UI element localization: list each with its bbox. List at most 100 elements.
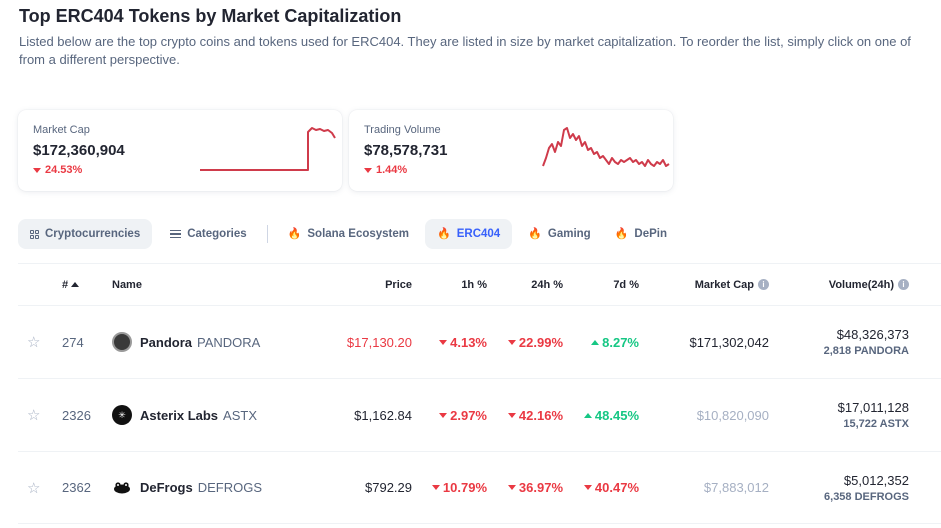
row-1h-value: 10.79% bbox=[442, 480, 487, 495]
watchlist-star-icon[interactable]: ☆ bbox=[27, 479, 41, 497]
caret-down-icon bbox=[33, 167, 41, 173]
list-icon bbox=[170, 229, 182, 239]
row-7d-change: 40.47% bbox=[583, 452, 639, 523]
header-1h[interactable]: 1h % bbox=[461, 278, 487, 291]
row-volume-usd[interactable]: $17,011,128 bbox=[837, 400, 909, 415]
table-row[interactable]: ☆ 2362 DeFrogs DEFROGS $792.29 10.79% 36… bbox=[18, 451, 941, 524]
watchlist-star-icon[interactable]: ☆ bbox=[27, 407, 41, 424]
info-icon[interactable]: i bbox=[758, 279, 769, 290]
row-24h-change: 36.97% bbox=[507, 452, 563, 523]
sort-asc-icon bbox=[71, 282, 80, 287]
trading-volume-card[interactable]: Trading Volume $78,578,731 1.44% bbox=[349, 110, 673, 191]
caret-down-icon bbox=[507, 412, 516, 418]
row-7d-change: 8.27% bbox=[591, 306, 639, 378]
row-24h-value: 22.99% bbox=[518, 334, 563, 350]
tab-cryptocurrencies[interactable]: Cryptocurrencies bbox=[18, 219, 153, 249]
trading-volume-change: 1.44% bbox=[364, 164, 407, 176]
header-24h[interactable]: 24h % bbox=[531, 278, 563, 291]
header-volume[interactable]: Volume(24h) i bbox=[829, 264, 909, 305]
fire-icon: 🔥 bbox=[614, 227, 629, 240]
market-cap-sparkline bbox=[200, 127, 336, 171]
tab-gaming[interactable]: 🔥 Gaming bbox=[516, 219, 603, 249]
header-rank-label: # bbox=[62, 278, 69, 291]
tab-divider bbox=[266, 225, 268, 243]
tab-erc404[interactable]: 🔥 ERC404 bbox=[425, 219, 513, 249]
caret-down-icon bbox=[507, 485, 516, 490]
caret-up-icon bbox=[591, 339, 600, 345]
row-volume: $5,012,352 6,358 DEFROGS bbox=[824, 452, 909, 523]
trading-volume-label: Trading Volume bbox=[364, 124, 441, 136]
grid-icon bbox=[30, 229, 39, 239]
fire-icon: 🔥 bbox=[437, 227, 451, 240]
row-volume-usd[interactable]: $48,326,373 bbox=[836, 327, 909, 342]
header-volume-label: Volume(24h) bbox=[828, 278, 894, 291]
row-market-cap: $7,883,012 bbox=[703, 480, 769, 495]
header-market-cap-label: Market Cap bbox=[694, 278, 754, 291]
trading-volume-sparkline bbox=[542, 127, 670, 167]
coin-symbol: PANDORA bbox=[197, 334, 261, 350]
tab-label: Cryptocurrencies bbox=[45, 228, 141, 240]
caret-down-icon bbox=[364, 167, 372, 173]
header-7d[interactable]: 7d % bbox=[613, 278, 639, 291]
caret-down-icon bbox=[439, 412, 448, 418]
tab-depin[interactable]: 🔥 DePin bbox=[603, 219, 679, 249]
row-volume: $48,326,373 2,818 PANDORA bbox=[824, 306, 909, 378]
market-cap-card[interactable]: Market Cap $172,360,904 24.53% bbox=[18, 110, 342, 191]
coin-symbol: ASTX bbox=[223, 407, 258, 423]
fire-icon: 🔥 bbox=[287, 227, 302, 240]
trading-volume-change-value: 1.44% bbox=[376, 164, 408, 176]
tab-categories[interactable]: Categories bbox=[158, 219, 258, 249]
market-cap-change: 24.53% bbox=[33, 164, 82, 176]
row-price: $17,130.20 bbox=[346, 334, 412, 350]
table-row[interactable]: ☆ 274 Pandora PANDORA $17,130.20 4.13% 2… bbox=[18, 305, 941, 378]
row-name[interactable]: ✳ Asterix Labs ASTX bbox=[112, 379, 257, 451]
row-volume-tokens: 2,818 PANDORA bbox=[823, 345, 909, 357]
row-1h-value: 2.97% bbox=[450, 407, 487, 423]
caret-up-icon bbox=[583, 412, 592, 418]
tokens-table: # Name Price 1h % 24h % 7d % Market Cap … bbox=[18, 263, 941, 524]
row-rank: 274 bbox=[62, 334, 84, 350]
trading-volume-value: $78,578,731 bbox=[364, 142, 448, 159]
caret-down-icon bbox=[583, 485, 592, 490]
header-rank[interactable]: # bbox=[62, 264, 80, 305]
row-7d-change: 48.45% bbox=[583, 379, 639, 451]
page-description: Listed below are the top crypto coins an… bbox=[19, 33, 941, 69]
coin-symbol: DEFROGS bbox=[197, 480, 263, 495]
coin-name: Pandora bbox=[140, 334, 193, 350]
row-1h-change: 2.97% bbox=[439, 379, 487, 451]
asterix-logo-icon: ✳ bbox=[112, 405, 132, 425]
row-market-cap: $10,820,090 bbox=[696, 407, 769, 423]
row-1h-change: 10.79% bbox=[431, 452, 487, 523]
row-market-cap: $171,302,042 bbox=[689, 334, 769, 350]
row-name[interactable]: DeFrogs DEFROGS bbox=[112, 452, 262, 523]
row-24h-change: 42.16% bbox=[507, 379, 563, 451]
row-24h-change: 22.99% bbox=[507, 306, 563, 378]
caret-down-icon bbox=[507, 339, 516, 345]
fire-icon: 🔥 bbox=[528, 227, 542, 240]
row-name[interactable]: Pandora PANDORA bbox=[112, 306, 260, 378]
row-7d-value: 48.45% bbox=[594, 407, 639, 423]
tab-solana-ecosystem[interactable]: 🔥 Solana Ecosystem bbox=[276, 219, 421, 249]
row-rank: 2326 bbox=[62, 407, 91, 423]
info-icon[interactable]: i bbox=[898, 279, 909, 290]
header-price[interactable]: Price bbox=[385, 278, 412, 291]
header-name[interactable]: Name bbox=[112, 278, 142, 291]
row-price: $1,162.84 bbox=[354, 407, 412, 423]
header-market-cap[interactable]: Market Cap i bbox=[695, 264, 769, 305]
row-7d-value: 40.47% bbox=[594, 480, 639, 495]
watchlist-star-icon[interactable]: ☆ bbox=[27, 334, 41, 351]
tab-label: Categories bbox=[187, 228, 247, 240]
tab-label: Gaming bbox=[547, 228, 591, 240]
market-cap-label: Market Cap bbox=[33, 124, 90, 136]
row-24h-value: 42.16% bbox=[518, 407, 563, 423]
row-volume-usd[interactable]: $5,012,352 bbox=[843, 472, 909, 488]
tab-label: ERC404 bbox=[456, 228, 501, 240]
caret-down-icon bbox=[431, 485, 440, 490]
row-rank: 2362 bbox=[62, 480, 91, 495]
row-24h-value: 36.97% bbox=[518, 480, 563, 495]
caret-down-icon bbox=[439, 339, 448, 345]
row-7d-value: 8.27% bbox=[602, 334, 639, 350]
row-1h-change: 4.13% bbox=[439, 306, 487, 378]
table-row[interactable]: ☆ 2326 ✳ Asterix Labs ASTX $1,162.84 2.9… bbox=[18, 378, 941, 451]
market-cap-value: $172,360,904 bbox=[33, 142, 125, 159]
